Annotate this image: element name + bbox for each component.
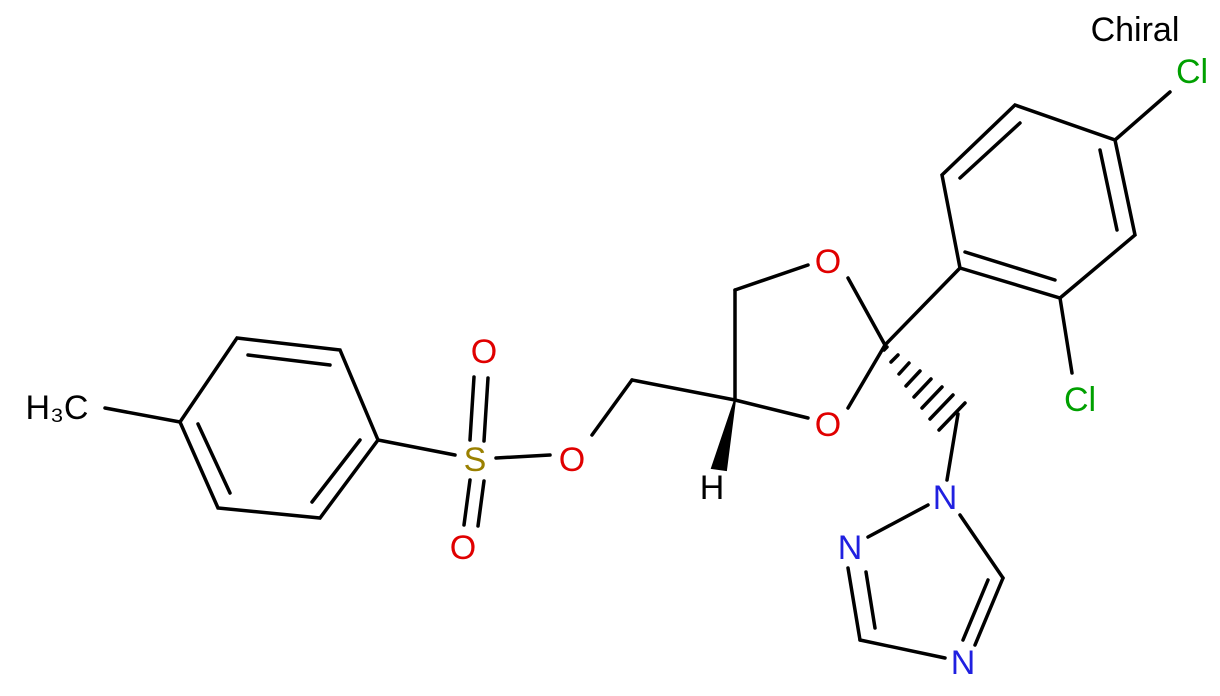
atom-o: O [559, 441, 585, 479]
chiral-label: Chiral [1091, 11, 1180, 49]
atom-n: N [933, 479, 958, 517]
atom-n: N [951, 644, 976, 682]
atom-h: H [700, 469, 725, 507]
atom-s: S [464, 441, 487, 479]
atom-o: O [815, 406, 841, 444]
bonds [103, 90, 1172, 660]
atom-n: N [838, 529, 863, 567]
atom-o: O [471, 333, 497, 371]
atom-o: O [450, 529, 476, 567]
labels: Chiral Cl Cl O O O S O O H₃C H N N N [26, 11, 1209, 682]
atom-methyl: H₃C [26, 389, 89, 427]
atom-cl: Cl [1064, 381, 1096, 419]
atom-cl: Cl [1176, 53, 1208, 91]
atom-o: O [815, 243, 841, 281]
